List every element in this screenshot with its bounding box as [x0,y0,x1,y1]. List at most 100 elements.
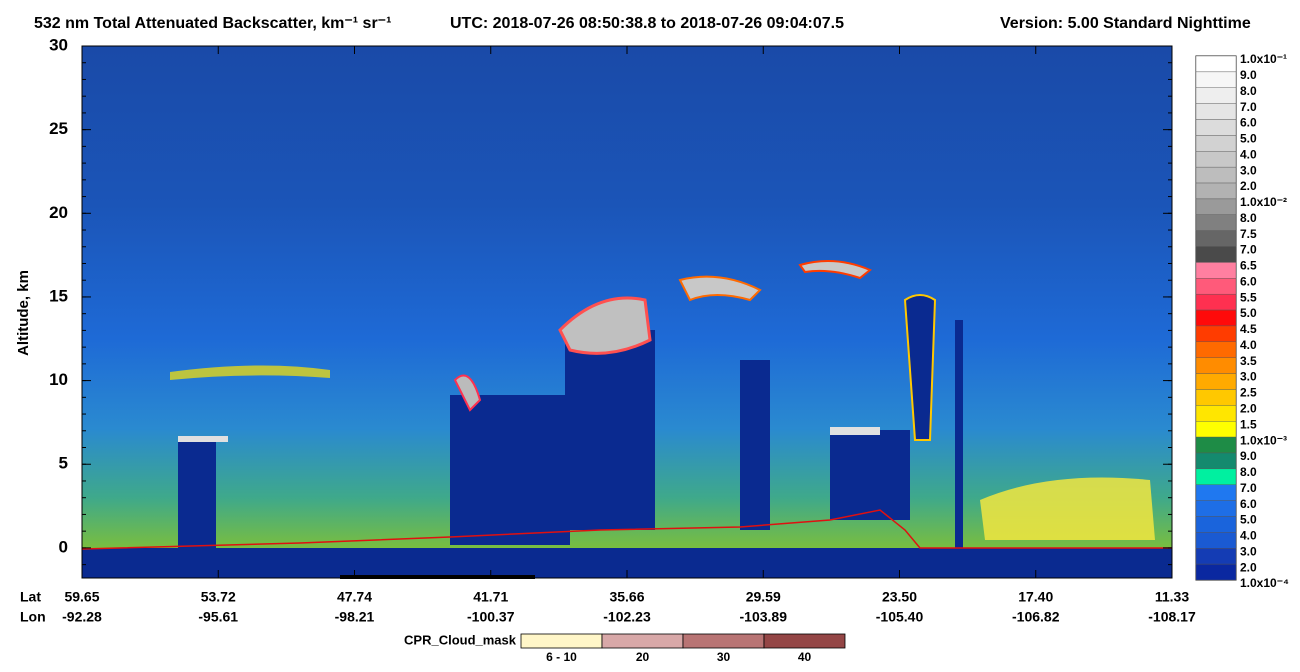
colorbar-label: 2.5 [1240,386,1257,400]
cloud [903,294,937,441]
lon-label: -92.28 [62,609,102,625]
colorbar-label: 7.0 [1240,100,1257,114]
attenuated-region [955,320,963,560]
y-tick-label: 30 [49,35,68,54]
lon-label: -105.40 [876,609,924,625]
surface-elevation [81,509,1172,550]
cpr-bin-label: 40 [798,650,812,664]
lon-label: -95.61 [198,609,238,625]
colorbar-bin [1195,452,1237,470]
lat-label: 59.65 [64,589,99,605]
aerosol-layer [170,365,330,380]
colorbar-bin [1195,405,1237,422]
aerosol-layer [980,477,1155,540]
colorbar-label: 7.5 [1240,227,1257,241]
attenuated-region [178,440,216,560]
colorbar-bin [1195,103,1237,120]
colorbar-label: 9.0 [1240,449,1257,463]
cloud [558,296,652,355]
colorbar-bin [1195,436,1237,454]
colorbar-label: 5.0 [1240,513,1257,527]
colorbar-bin [1195,246,1237,263]
colorbar-bin [1195,309,1237,327]
lon-label: -103.89 [740,609,788,625]
colorbar-bin [1195,341,1237,358]
title: 532 nm Total Attenuated Backscatter, km⁻… [34,15,391,32]
y-tick-label: 20 [49,203,68,222]
lon-row-label: Lon [20,609,46,625]
colorbar-bin [1195,548,1237,565]
cpr-bin [763,633,846,649]
attenuated-region [740,360,770,530]
colorbar-bin [1195,516,1237,533]
colorbar-label: 5.0 [1240,132,1257,146]
cloud [798,260,872,280]
y-tick-label: 15 [49,286,68,305]
colorbar-bin [1195,373,1237,390]
lat-label: 41.71 [473,589,508,605]
y-tick-label: 25 [49,119,68,138]
colorbar-label: 2.0 [1240,179,1257,193]
colorbar-bin [1195,357,1237,374]
colorbar-label: 2.0 [1240,560,1257,574]
cloud [453,374,482,412]
lat-label: 29.59 [746,589,781,605]
colorbar-bin [1195,325,1237,343]
curtain [81,45,1173,579]
colorbar-label: 6.0 [1240,497,1257,511]
colorbar-bin [1195,214,1237,231]
colorbar-bin [1195,500,1237,517]
colorbar-bin [1195,278,1237,295]
colorbar-label: 5.5 [1240,290,1257,304]
y-tick-label: 10 [49,370,68,389]
cpr-bin [682,633,765,649]
colorbar-label: 5.0 [1240,306,1257,320]
lon-label: -108.17 [1148,609,1196,625]
colorbar-bin [1195,484,1237,501]
colorbar-label: 6.0 [1240,116,1257,130]
colorbar-label: 1.5 [1240,417,1257,431]
attenuated-region [450,395,570,545]
colorbar-bin [1195,87,1237,104]
colorbar-bin [1195,166,1237,184]
colorbar-label: 3.0 [1240,163,1257,177]
cloud [678,275,762,302]
colorbar-bin [1195,135,1237,152]
colorbar-label: 6.5 [1240,259,1257,273]
lon-label: -98.21 [335,609,375,625]
lat-label: 23.50 [882,589,917,605]
lat-label: 53.72 [201,589,236,605]
lon-label: -100.37 [467,609,515,625]
cloud [178,436,228,442]
cpr-bin-label: 6 - 10 [546,650,577,664]
lat-label: 17.40 [1018,589,1053,605]
colorbar-label: 4.5 [1240,322,1257,336]
colorbar-label: 7.0 [1240,481,1257,495]
lon-label: -106.82 [1012,609,1060,625]
colorbar-bin [1195,389,1237,406]
colorbar-label: 6.0 [1240,274,1257,288]
cpr-bin [601,633,684,649]
colorbar-bin [1195,151,1237,168]
cpr-bin-label: 20 [636,650,650,664]
colorbar-label: 4.0 [1240,529,1257,543]
cloud-features [170,260,1155,560]
cpr-surface-flags [340,575,535,579]
cloud [830,427,880,435]
lat-label: 11.33 [1155,589,1189,605]
colorbar-label: 3.0 [1240,370,1257,384]
colorbar-label: 8.0 [1240,465,1257,479]
colorbar-bin [1195,71,1237,88]
colorbar-bin [1195,262,1237,279]
colorbar-label: 3.0 [1240,544,1257,558]
colorbar-label: 9.0 [1240,68,1257,82]
cpr-bin [520,633,603,649]
colorbar-bin [1195,55,1237,73]
colorbar-bin [1195,563,1237,581]
colorbar-label: 7.0 [1240,243,1257,257]
colorbar-label: 8.0 [1240,211,1257,225]
colorbar-label: 8.0 [1240,84,1257,98]
y-tick-label: 5 [59,454,68,473]
version: Version: 5.00 Standard Nighttime [1000,15,1251,32]
